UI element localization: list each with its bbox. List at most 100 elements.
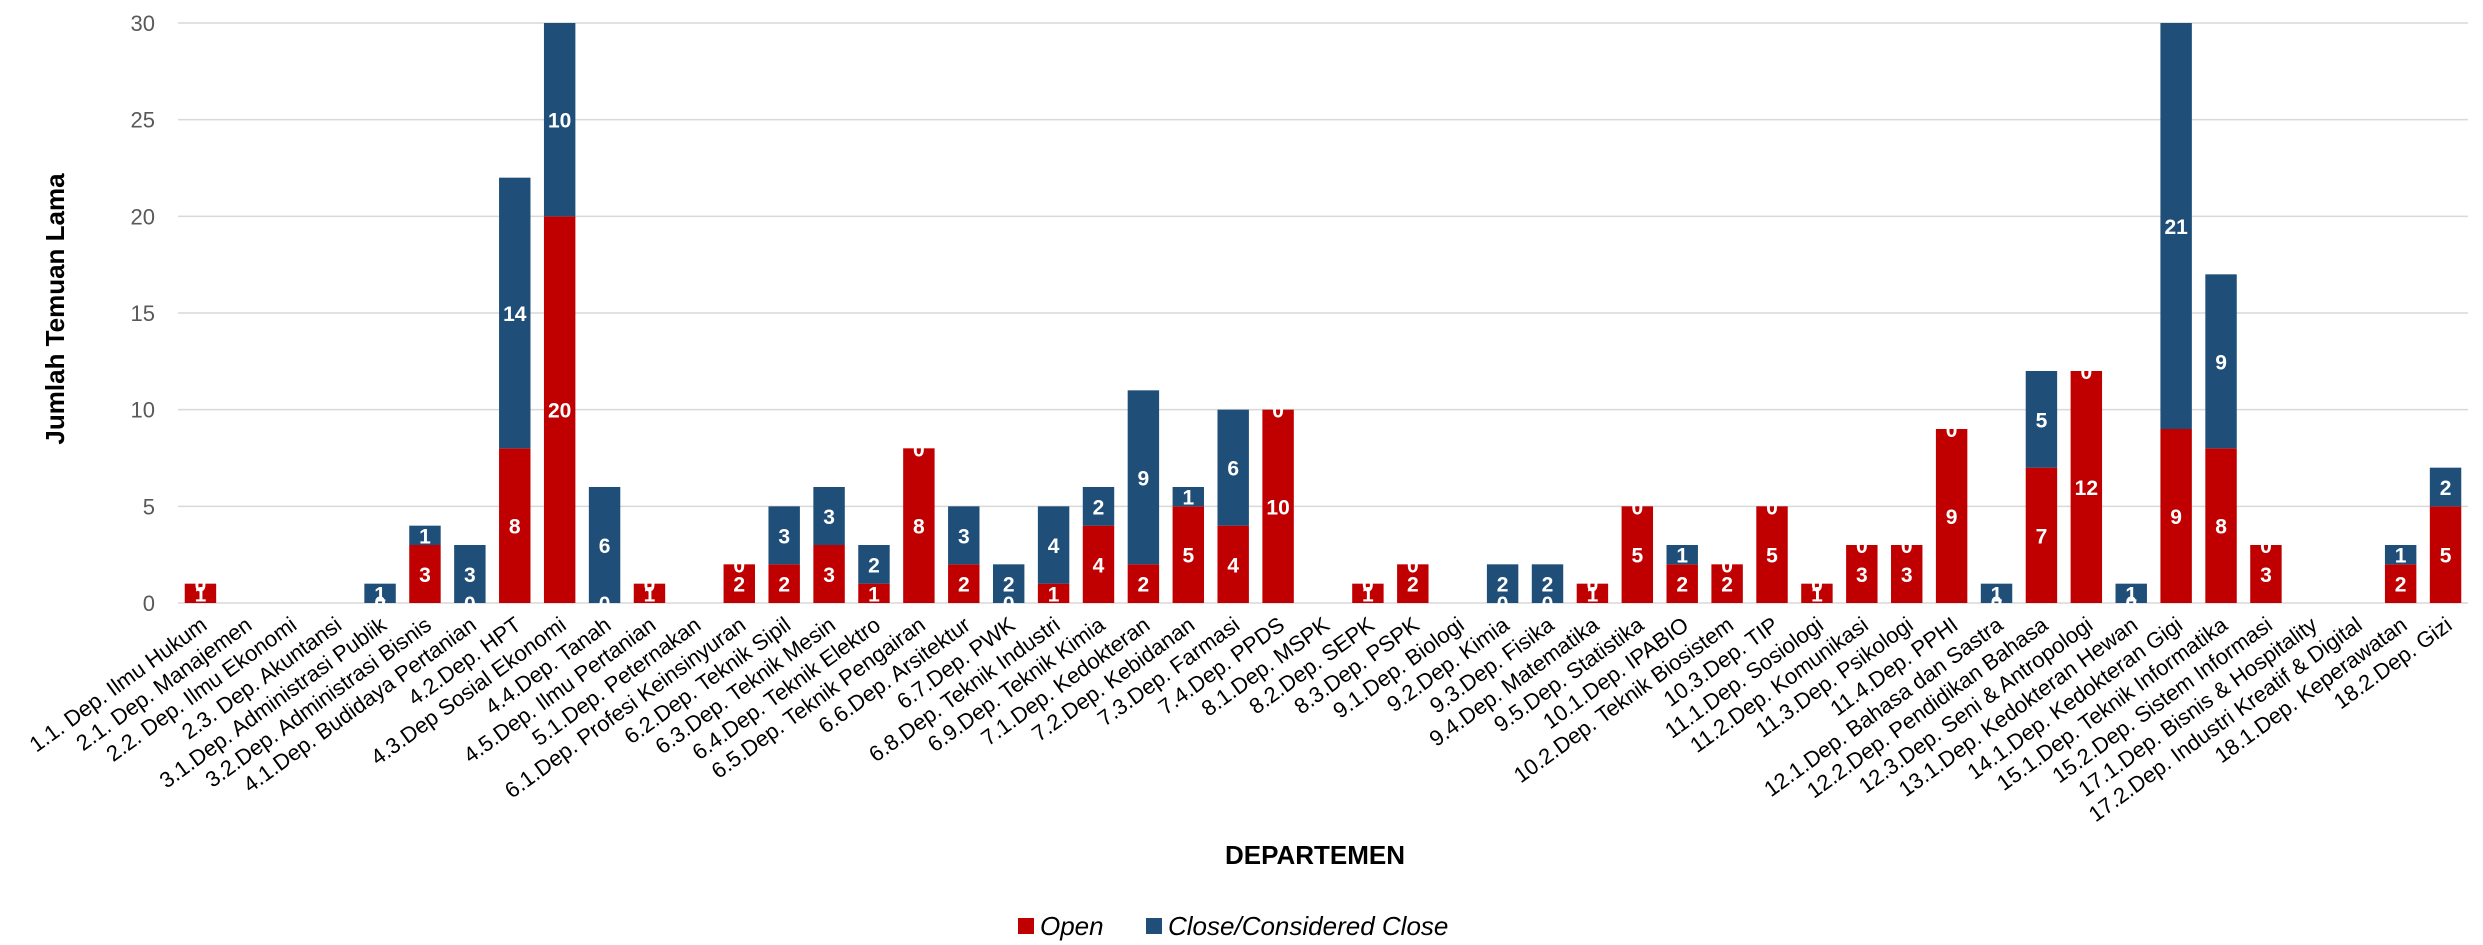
bar-label-close: 2	[1497, 574, 1509, 597]
bar-label-open: 3	[2260, 564, 2272, 587]
bar-open	[1082, 525, 1115, 603]
bar-close	[364, 583, 396, 603]
bar-label-close: 4	[1048, 535, 1060, 558]
bar-label-close: 0	[1272, 400, 1284, 423]
bar-label-open: 3	[419, 564, 431, 587]
y-tick-label: 0	[143, 591, 155, 616]
bar-close	[1037, 506, 1070, 584]
bar-label-open: 1	[644, 583, 656, 606]
bar-open	[1666, 564, 1698, 603]
bar-label-open: 8	[509, 516, 521, 539]
bar-label-close: 2	[1003, 574, 1015, 597]
bar-label-close: 1	[1676, 545, 1688, 568]
bar-open	[1352, 583, 1384, 603]
bar-close	[1531, 564, 1564, 603]
bar-label-open: 5	[1766, 545, 1778, 568]
bar-label-open: 0	[1991, 593, 2003, 616]
bar-label-open: 2	[958, 574, 970, 597]
bar-label-close: 1	[419, 525, 431, 548]
bar-label-close: 0	[1766, 496, 1778, 519]
bar-label-open: 1	[1048, 583, 1060, 606]
y-axis-title: Jumlah Temuan Lama	[40, 173, 70, 445]
bar-close	[2205, 274, 2237, 449]
bar-close	[454, 545, 486, 603]
bar-label-open: 4	[1093, 554, 1105, 577]
bar-label-close: 1	[1991, 583, 2003, 606]
bar-close	[1127, 390, 1160, 565]
bar-label-close: 0	[1362, 574, 1374, 597]
bar-open	[1576, 583, 1609, 603]
bar-label-close: 0	[1811, 574, 1823, 597]
bar-label-close: 1	[374, 583, 386, 606]
bar-close	[1486, 564, 1519, 603]
bar-label-close: 3	[958, 525, 970, 548]
bar-label-open: 0	[374, 593, 386, 616]
bar-label-close: 0	[913, 438, 925, 461]
bar-label-open: 1	[1362, 583, 1374, 606]
bar-label-open: 0	[1542, 593, 1554, 616]
bar-label-close: 0	[1901, 535, 1913, 558]
bar-open	[633, 583, 666, 603]
bar-label-close: 0	[1587, 574, 1599, 597]
y-tick-label: 20	[131, 204, 155, 229]
bar-close	[1217, 409, 1249, 526]
bar-label-open: 12	[2075, 477, 2098, 500]
bar-label-close: 0	[733, 554, 745, 577]
bar-label-close: 0	[1631, 496, 1643, 519]
bar-close	[1172, 487, 1205, 507]
bar-label-close: 3	[778, 525, 790, 548]
bar-label-close: 2	[1542, 574, 1554, 597]
bar-open	[1037, 583, 1070, 603]
bar-close	[768, 506, 800, 565]
bar-label-open: 20	[548, 400, 571, 423]
bar-open	[1711, 564, 1743, 603]
bar-label-open: 1	[1587, 583, 1599, 606]
bar-close	[588, 487, 621, 603]
bar-label-close: 3	[464, 564, 476, 587]
bar-label-open: 8	[2215, 516, 2227, 539]
bar-open	[1621, 506, 1654, 603]
bar-label-close: 2	[1093, 496, 1105, 519]
bar-label-close: 0	[2260, 535, 2272, 558]
bar-label-close: 9	[1138, 467, 1150, 490]
bar-label-open: 3	[823, 564, 835, 587]
bar-open	[1262, 409, 1294, 603]
bar-open	[2070, 371, 2103, 603]
bar-label-open: 5	[2440, 545, 2452, 568]
bar-open	[1217, 525, 1249, 603]
bar-close	[1666, 545, 1698, 565]
bar-label-open: 10	[1266, 496, 1289, 519]
legend: Open Close/Considered Close	[1018, 911, 1448, 941]
bar-label-close: 0	[2080, 361, 2092, 384]
bar-label-open: 8	[913, 516, 925, 539]
y-tick-label: 30	[131, 11, 155, 36]
bar-close	[2429, 467, 2462, 507]
bar-label-close: 0	[1721, 554, 1733, 577]
bar-open	[543, 216, 576, 604]
bar-label-open: 5	[1631, 545, 1643, 568]
bar-close	[1082, 487, 1115, 526]
bar-label-close: 1	[2125, 583, 2137, 606]
bar-label-open: 4	[1227, 554, 1239, 577]
y-tick-label: 5	[143, 494, 155, 519]
bar-label-close: 1	[2395, 545, 2407, 568]
bar-open	[903, 448, 935, 603]
bar-close	[409, 525, 441, 545]
bar-label-close: 10	[548, 110, 571, 133]
bar-open	[1756, 506, 1788, 603]
bar-label-open: 9	[1946, 506, 1958, 529]
bar-label-open: 0	[464, 593, 476, 616]
bar-close	[2160, 23, 2192, 429]
bar-label-close: 9	[2215, 351, 2227, 374]
bar-open	[2429, 506, 2462, 603]
bar-open	[948, 564, 980, 603]
bar-close	[948, 506, 980, 565]
bar-open	[858, 583, 890, 603]
bar-label-close: 2	[2440, 477, 2452, 500]
bar-close	[992, 564, 1025, 603]
bar-close	[2115, 583, 2147, 603]
x-axis-title: DEPARTEMEN	[1225, 840, 1405, 870]
bar-label-close: 2	[868, 554, 880, 577]
bar-label-open: 9	[2170, 506, 2182, 529]
y-axis-ticks: 0 5 10 15 20 25 30	[131, 11, 155, 616]
